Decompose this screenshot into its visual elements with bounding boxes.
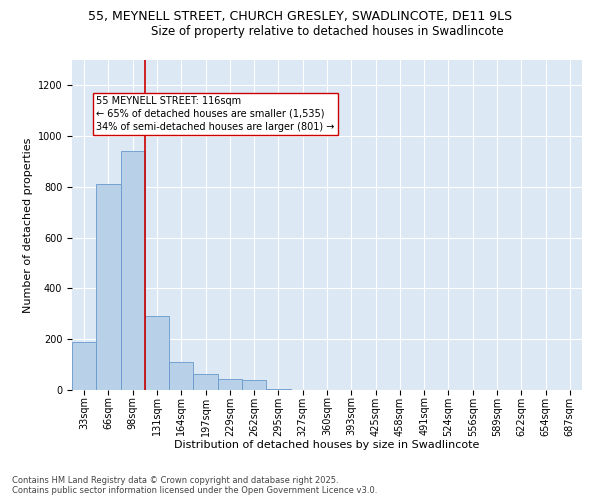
Bar [169,362,193,390]
Bar [218,378,242,390]
Bar [193,374,218,390]
Bar [145,316,169,390]
Text: Contains HM Land Registry data © Crown copyright and database right 2025.
Contai: Contains HM Land Registry data © Crown c… [12,476,377,495]
Y-axis label: Number of detached properties: Number of detached properties [23,138,34,312]
Text: 55 MEYNELL STREET: 116sqm
← 65% of detached houses are smaller (1,535)
34% of se: 55 MEYNELL STREET: 116sqm ← 65% of detac… [96,96,335,132]
Bar [242,380,266,390]
Bar [266,388,290,390]
X-axis label: Distribution of detached houses by size in Swadlincote: Distribution of detached houses by size … [175,440,479,450]
Bar [121,152,145,390]
Text: 55, MEYNELL STREET, CHURCH GRESLEY, SWADLINCOTE, DE11 9LS: 55, MEYNELL STREET, CHURCH GRESLEY, SWAD… [88,10,512,23]
Bar [72,342,96,390]
Title: Size of property relative to detached houses in Swadlincote: Size of property relative to detached ho… [151,25,503,38]
Bar [96,184,121,390]
